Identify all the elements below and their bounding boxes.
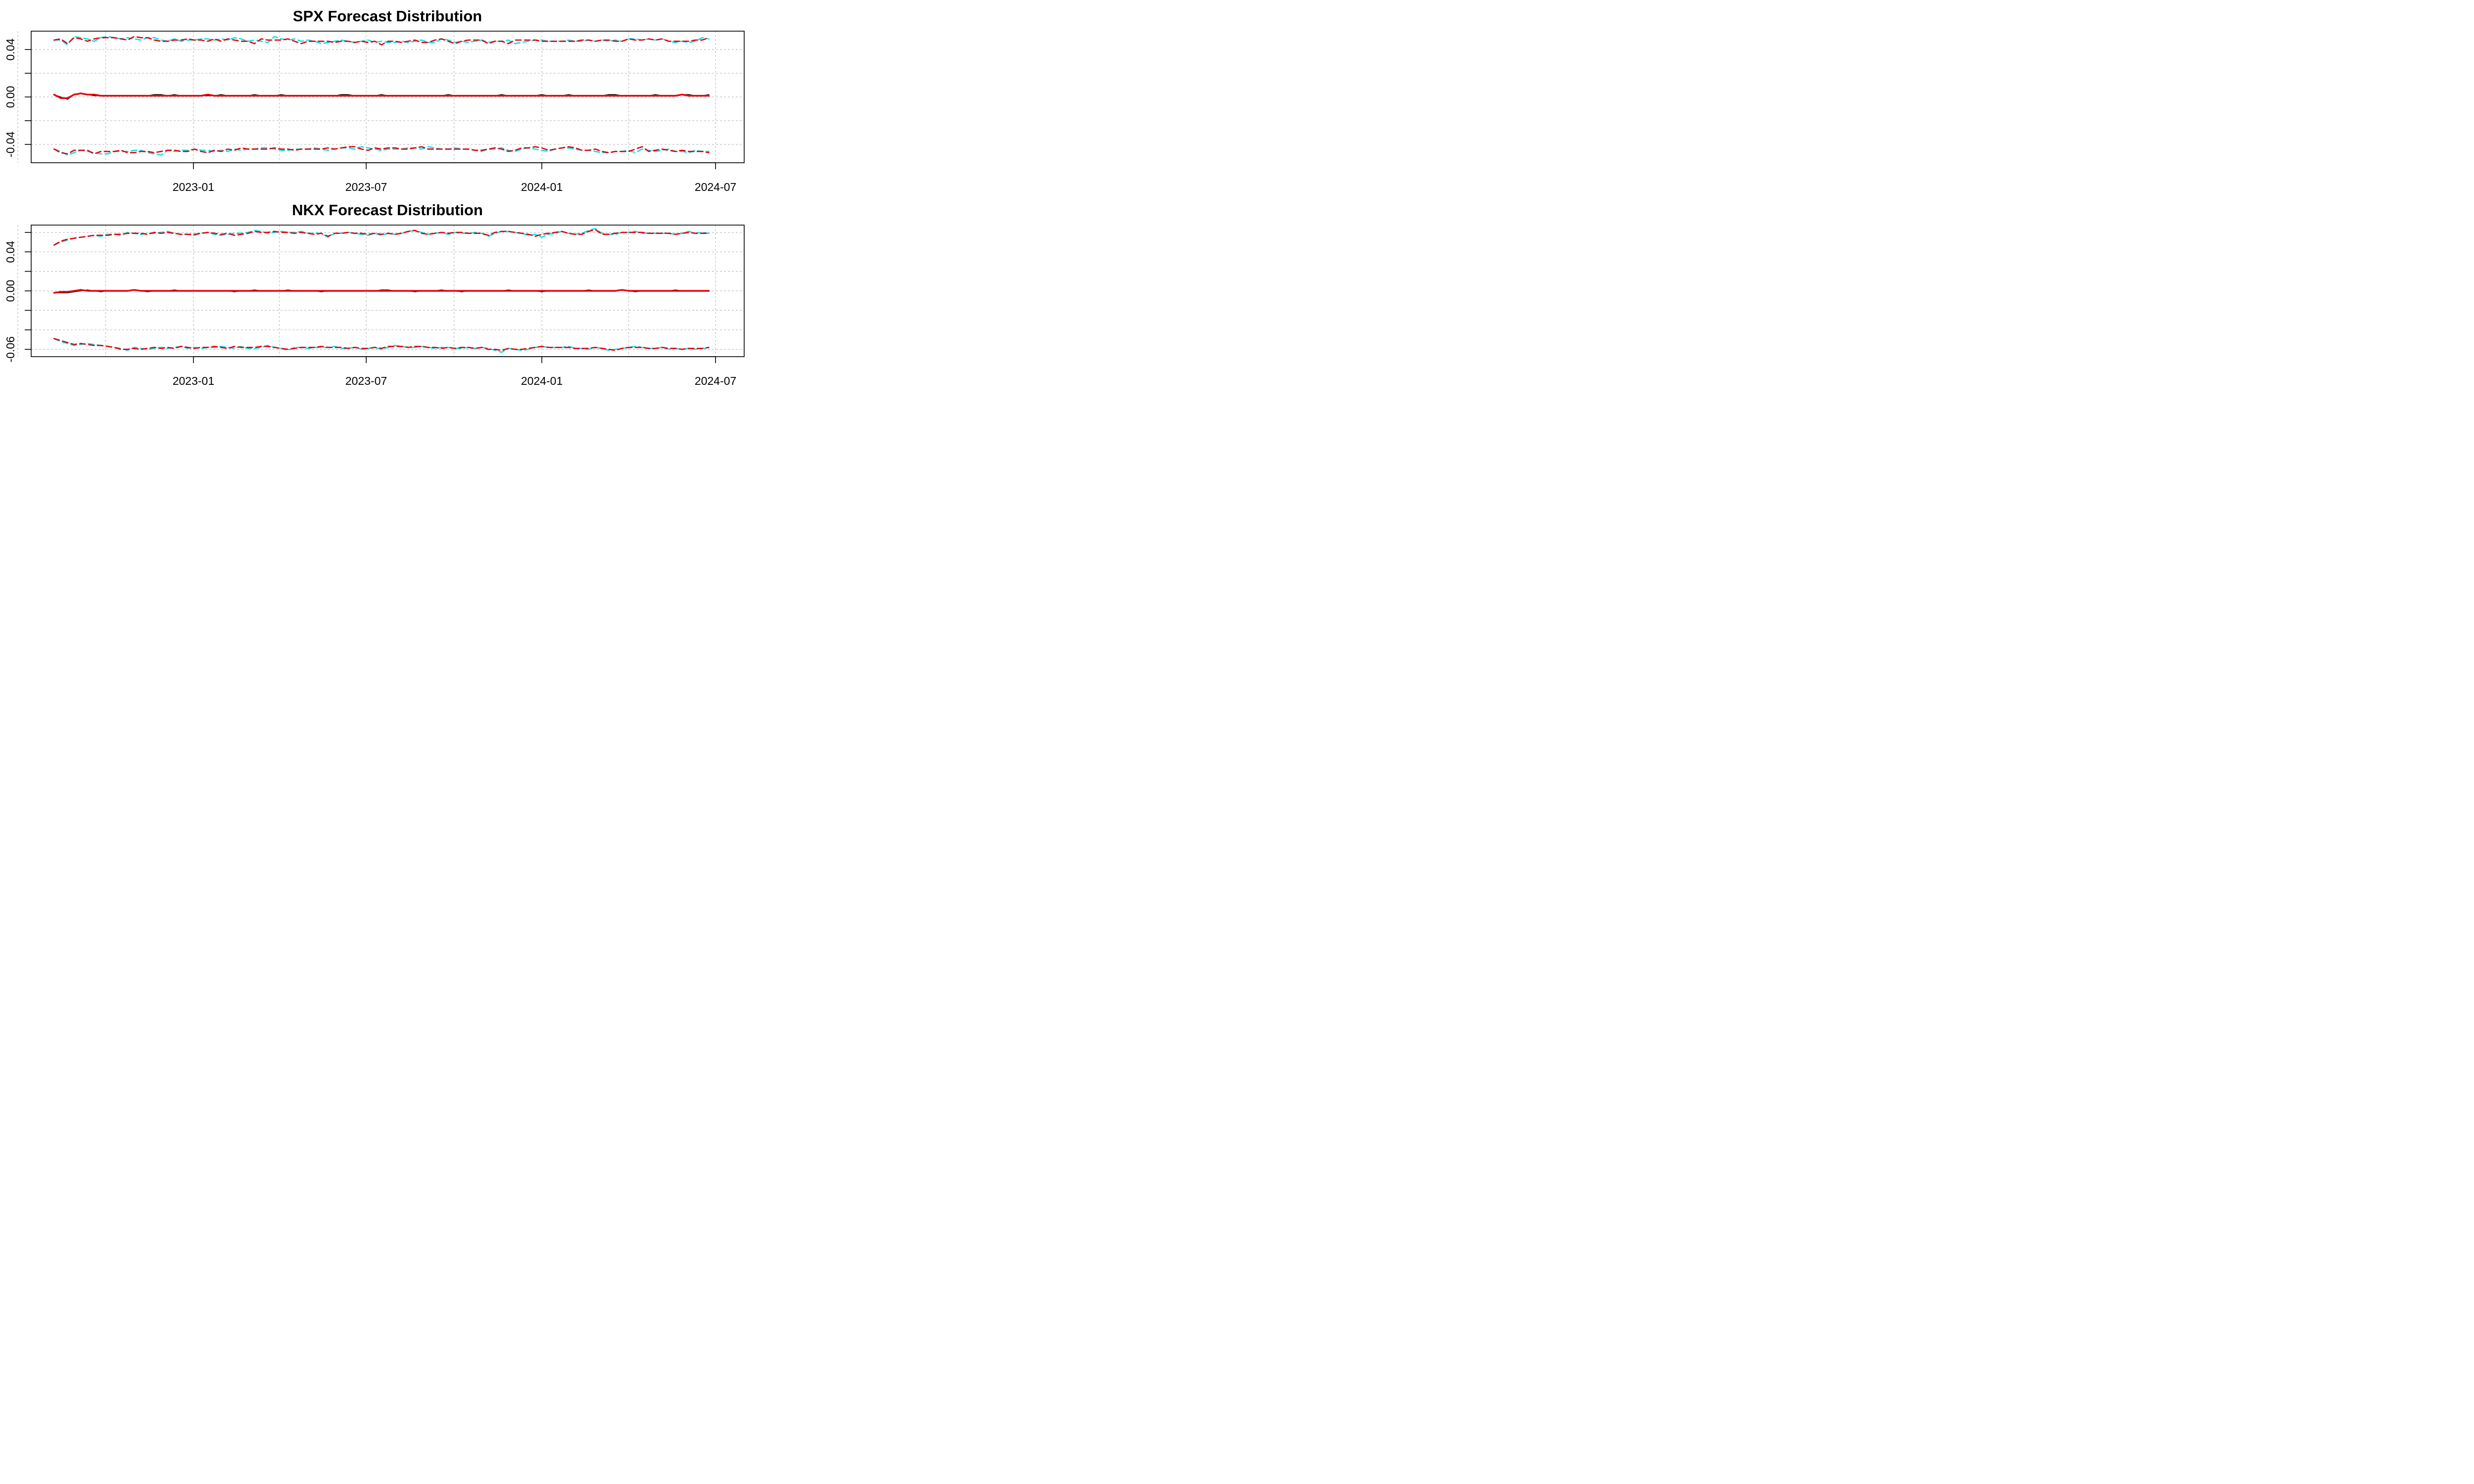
- nkx-series-line-3: [53, 289, 710, 294]
- nkx-x-tick-label: 2023-01: [173, 374, 214, 386]
- spx-chart-title: SPX Forecast Distribution: [293, 7, 482, 25]
- nkx-series-line-4: [53, 229, 710, 246]
- nkx-y-axis: 0.04 0.00 -0.06: [4, 232, 31, 362]
- nkx-x-axis: 2023-01 2023-07 2024-01 2024-07: [173, 356, 736, 386]
- nkx-series-line-0: [53, 228, 710, 246]
- spx-x-tick-label: 2023-01: [173, 181, 214, 193]
- spx-panel: SPX Forecast Distribution 0.04 0.00 -0.04 2…: [4, 7, 745, 193]
- spx-y-axis: 0.04 0.00 -0.04: [4, 39, 31, 157]
- nkx-series-group: [53, 228, 710, 353]
- nkx-y-tick-label: -0.06: [4, 336, 17, 362]
- spx-y-tick-label: 0.00: [4, 86, 17, 108]
- forecast-figure: SPX Forecast Distribution 0.04 0.00 -0.04 2…: [4, 7, 745, 386]
- nkx-x-tick-label: 2023-07: [345, 374, 387, 386]
- nkx-x-tick-label: 2024-07: [695, 374, 736, 386]
- spx-series-group: [53, 36, 710, 156]
- nkx-plot-area: 0.04 0.00 -0.06 2023-01 2023-07 2024-01 2024-0…: [4, 225, 745, 386]
- nkx-x-tick-label: 2024-01: [521, 374, 563, 386]
- nkx-y-tick-label: 0.04: [4, 241, 17, 263]
- spx-x-tick-label: 2024-07: [695, 181, 736, 193]
- spx-y-tick-label: 0.04: [4, 39, 17, 61]
- spx-series-line-4: [53, 36, 710, 46]
- nkx-panel: NKX Forecast Distribution 0.04 0.00 -0.06 2…: [4, 201, 745, 386]
- spx-series-line-0: [53, 36, 710, 46]
- nkx-y-tick-label: 0.00: [4, 280, 17, 302]
- spx-series-line-5: [53, 146, 710, 155]
- spx-plot-area: 0.04 0.00 -0.04 2023-01 2023-07 2024-01 2024-0…: [4, 31, 745, 193]
- spx-grid: [17, 31, 744, 163]
- spx-x-tick-label: 2024-01: [521, 181, 563, 193]
- spx-x-axis: 2023-01 2023-07 2024-01 2024-07: [173, 162, 736, 193]
- spx-series-line-1: [53, 146, 710, 156]
- nkx-chart-title: NKX Forecast Distribution: [292, 201, 483, 219]
- nkx-series-line-5: [53, 338, 710, 351]
- spx-series-line-3: [53, 93, 710, 99]
- nkx-grid: [17, 225, 744, 357]
- spx-y-tick-label: -0.04: [4, 131, 17, 157]
- spx-x-tick-label: 2023-07: [345, 181, 387, 193]
